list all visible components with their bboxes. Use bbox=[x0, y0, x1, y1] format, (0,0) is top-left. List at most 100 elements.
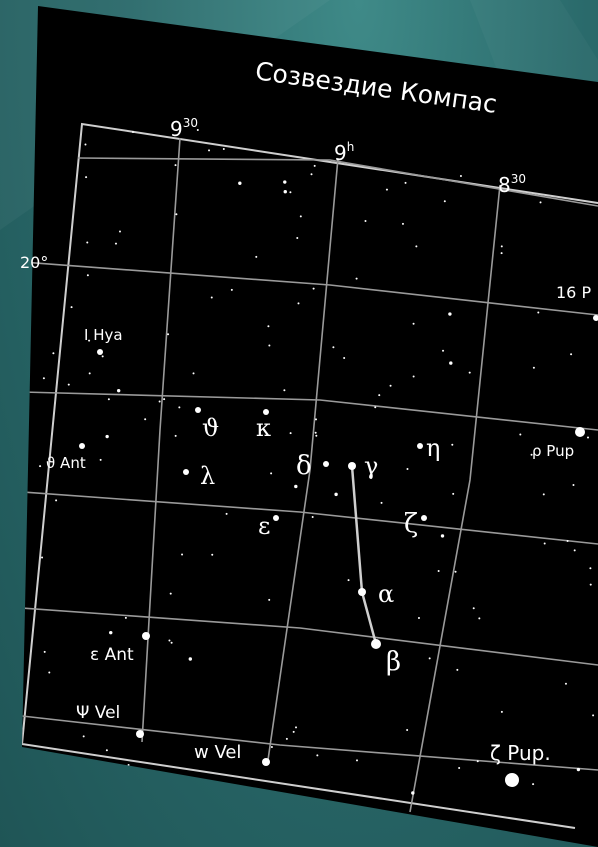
label-eta: η bbox=[426, 434, 440, 462]
faint-star bbox=[283, 180, 287, 184]
faint-star bbox=[114, 242, 117, 245]
faint-star bbox=[311, 515, 314, 518]
faint-star bbox=[52, 352, 55, 355]
faint-star bbox=[299, 215, 302, 218]
faint-star bbox=[170, 641, 173, 644]
faint-star bbox=[428, 657, 431, 660]
faint-star bbox=[163, 398, 166, 401]
faint-star bbox=[566, 539, 569, 542]
faint-star bbox=[332, 346, 335, 349]
faint-star bbox=[42, 377, 45, 380]
faint-star bbox=[99, 458, 102, 461]
faint-star bbox=[178, 406, 181, 409]
label-theta: ϑ bbox=[202, 414, 219, 442]
stars bbox=[39, 129, 598, 806]
ra-label-9h30: 930 bbox=[170, 116, 198, 141]
faint-star bbox=[456, 668, 459, 671]
faint-star bbox=[270, 472, 273, 475]
faint-star bbox=[225, 512, 228, 515]
named-star bbox=[262, 758, 270, 766]
named-star bbox=[263, 409, 269, 415]
faint-star bbox=[543, 542, 546, 545]
faint-star bbox=[442, 349, 445, 352]
label-gamma: γ bbox=[364, 452, 378, 480]
faint-star bbox=[449, 361, 453, 365]
faint-star bbox=[587, 436, 590, 439]
faint-star bbox=[343, 356, 346, 359]
faint-star bbox=[292, 730, 295, 733]
faint-star bbox=[500, 245, 503, 248]
map-card bbox=[22, 6, 598, 847]
faint-star bbox=[66, 776, 70, 780]
faint-star bbox=[468, 371, 471, 374]
faint-star bbox=[169, 592, 172, 595]
faint-star bbox=[355, 759, 358, 762]
faint-star bbox=[192, 372, 195, 375]
faint-star bbox=[174, 164, 177, 167]
faint-star bbox=[385, 188, 388, 191]
named-star bbox=[417, 443, 423, 449]
faint-star bbox=[86, 241, 89, 244]
declination-lines bbox=[22, 157, 598, 771]
faint-star bbox=[458, 766, 461, 769]
label-alpha: α bbox=[378, 580, 394, 608]
faint-star bbox=[315, 434, 318, 437]
faint-star bbox=[472, 607, 475, 610]
faint-star bbox=[412, 375, 415, 378]
faint-star bbox=[315, 418, 318, 421]
faint-star bbox=[440, 534, 445, 538]
named-star bbox=[358, 588, 366, 596]
faint-star bbox=[88, 372, 91, 375]
faint-star bbox=[451, 443, 454, 446]
faint-star bbox=[415, 245, 418, 248]
faint-star bbox=[127, 763, 130, 766]
faint-star bbox=[289, 432, 292, 435]
faint-star bbox=[310, 173, 313, 176]
faint-star bbox=[118, 230, 121, 233]
faint-star bbox=[364, 219, 367, 222]
named-star bbox=[505, 773, 519, 787]
label-psi-vel: Ψ Vel bbox=[76, 703, 120, 723]
faint-star bbox=[500, 710, 503, 713]
named-star bbox=[183, 469, 189, 475]
faint-star bbox=[417, 616, 420, 619]
faint-star bbox=[174, 434, 177, 437]
faint-star bbox=[293, 795, 297, 799]
chart-border bbox=[22, 122, 598, 829]
faint-star bbox=[374, 406, 377, 409]
faint-star bbox=[519, 433, 522, 436]
faint-star bbox=[289, 191, 292, 194]
label-lambda: λ bbox=[200, 462, 215, 490]
faint-star bbox=[297, 302, 300, 305]
faint-star bbox=[537, 311, 540, 314]
named-star bbox=[323, 461, 329, 467]
faint-star bbox=[573, 549, 576, 552]
faint-star bbox=[109, 630, 113, 635]
named-star bbox=[136, 730, 144, 738]
faint-star bbox=[105, 749, 108, 752]
faint-star bbox=[294, 484, 298, 489]
faint-star bbox=[389, 384, 392, 387]
faint-star bbox=[283, 389, 286, 392]
faint-star bbox=[196, 129, 199, 132]
faint-star bbox=[238, 181, 242, 185]
named-star bbox=[195, 407, 201, 413]
faint-star bbox=[107, 398, 110, 401]
faint-star bbox=[406, 468, 409, 471]
faint-star bbox=[589, 583, 592, 586]
label-zeta: ζ bbox=[404, 509, 418, 539]
faint-star bbox=[316, 754, 319, 757]
faint-star bbox=[88, 339, 91, 342]
faint-star bbox=[70, 306, 73, 309]
faint-star bbox=[268, 598, 271, 601]
faint-star bbox=[211, 553, 214, 556]
label-16-pup: 16 P bbox=[556, 283, 591, 302]
faint-star bbox=[437, 570, 440, 573]
label-theta-ant: ϑ Ant bbox=[46, 454, 86, 472]
faint-star bbox=[412, 322, 415, 325]
faint-star bbox=[589, 567, 592, 570]
faint-star bbox=[530, 453, 533, 456]
faint-star bbox=[67, 383, 70, 386]
faint-star bbox=[443, 200, 446, 203]
faint-star bbox=[116, 388, 121, 393]
